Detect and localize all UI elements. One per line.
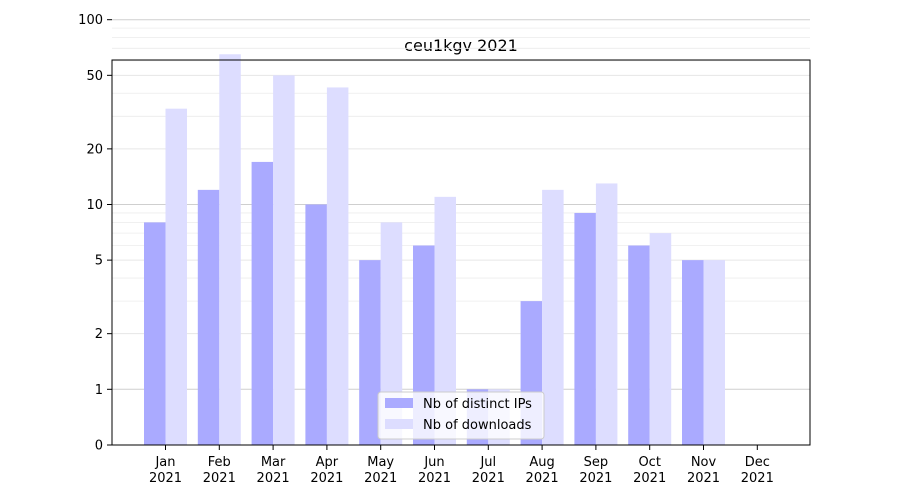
x-axis: Jan2021Feb2021Mar2021Apr2021May2021Jun20… [149,445,774,486]
legend-label-downloads: Nb of downloads [423,418,532,433]
x-tick-label-year: 2021 [687,471,720,486]
y-tick-label: 100 [78,13,103,28]
x-tick-label-month: May [367,455,394,470]
y-tick-label: 2 [95,327,103,342]
x-tick-label-month: Sep [584,455,609,470]
y-tick-label: 0 [95,439,103,454]
bar-downloads [703,260,725,445]
x-tick-label-month: Nov [691,455,717,470]
x-tick-label-year: 2021 [257,471,290,486]
bar-distinct-ips [197,189,220,445]
x-tick-label-month: Mar [261,455,286,470]
y-tick-label: 1 [95,383,103,398]
bar-downloads [542,189,564,445]
x-tick-label-year: 2021 [203,471,236,486]
chart-title: ceu1kgv 2021 [404,36,518,55]
x-tick-label-year: 2021 [310,471,343,486]
y-tick-label: 10 [86,198,103,213]
legend-swatch-downloads [385,419,413,429]
bar-downloads [649,233,672,445]
x-tick-label-year: 2021 [472,471,505,486]
x-tick-label-month: Feb [208,455,231,470]
x-tick-label-month: Jul [479,455,496,470]
x-tick-label-month: Jan [154,455,175,470]
bar-downloads [165,108,187,446]
legend-swatch-distinct-ips [385,398,413,408]
bar-distinct-ips [682,260,704,445]
y-tick-label: 5 [95,254,103,269]
bar-distinct-ips [628,245,650,445]
legend: Nb of distinct IPs Nb of downloads [377,391,545,440]
x-tick-label-year: 2021 [741,471,774,486]
bar-distinct-ips [305,204,327,445]
plot-frame [111,59,811,446]
x-tick-label-month: Oct [638,455,660,470]
y-tick-label: 50 [86,69,103,84]
x-tick-label-year: 2021 [149,471,182,486]
bar-distinct-ips [574,212,596,445]
bar-distinct-ips [144,222,166,445]
bar-distinct-ips [359,260,381,445]
x-tick-label-month: Aug [529,455,554,470]
bar-downloads [219,54,241,445]
bar-downloads [273,75,295,445]
bar-downloads [380,222,403,445]
x-tick-label-month: Dec [745,455,770,470]
legend-box [377,391,545,440]
x-tick-label-year: 2021 [579,471,612,486]
x-tick-label-year: 2021 [364,471,397,486]
x-tick-label-year: 2021 [633,471,666,486]
bars-layer [144,54,725,446]
legend-label-distinct-ips: Nb of distinct IPs [423,397,532,412]
x-tick-label-year: 2021 [418,471,451,486]
y-axis: 0 1 2 5 10 20 50 100 [78,13,112,454]
y-tick-label: 20 [86,142,103,157]
bar-downloads [326,87,349,445]
x-tick-label-month: Jun [423,455,444,470]
x-tick-label-year: 2021 [526,471,559,486]
x-tick-label-month: Apr [316,455,339,470]
bar-downloads [595,183,618,445]
bar-downloads [434,196,456,445]
bar-distinct-ips [251,161,274,446]
